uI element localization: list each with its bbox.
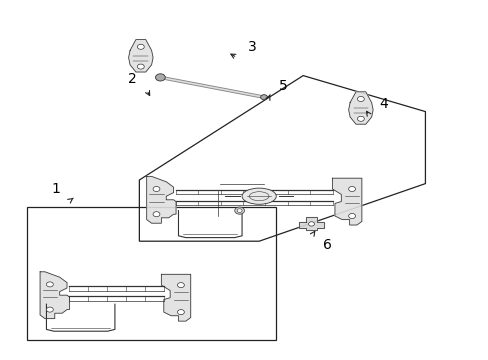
Text: 3: 3 (247, 40, 256, 54)
Circle shape (260, 95, 267, 100)
Circle shape (237, 209, 242, 212)
Polygon shape (128, 40, 153, 72)
Polygon shape (299, 217, 323, 230)
Circle shape (137, 44, 144, 49)
Circle shape (308, 222, 314, 226)
Text: 2: 2 (127, 72, 136, 86)
Circle shape (153, 212, 160, 217)
Circle shape (137, 64, 144, 69)
Text: 1: 1 (52, 182, 61, 196)
Circle shape (357, 96, 364, 102)
Bar (27, 207, 276, 340)
Circle shape (46, 282, 53, 287)
Circle shape (177, 283, 184, 288)
Circle shape (155, 74, 165, 81)
Polygon shape (161, 274, 190, 321)
Circle shape (357, 116, 364, 121)
Polygon shape (40, 272, 69, 319)
Polygon shape (146, 176, 176, 223)
Polygon shape (348, 92, 372, 124)
Circle shape (234, 207, 244, 214)
Text: 5: 5 (279, 80, 287, 93)
Circle shape (348, 186, 355, 192)
Circle shape (177, 310, 184, 315)
Text: 6: 6 (323, 238, 331, 252)
Ellipse shape (242, 188, 276, 204)
Circle shape (348, 213, 355, 219)
Circle shape (46, 307, 53, 312)
Polygon shape (332, 178, 361, 225)
Text: 4: 4 (379, 98, 387, 111)
Circle shape (153, 186, 160, 192)
